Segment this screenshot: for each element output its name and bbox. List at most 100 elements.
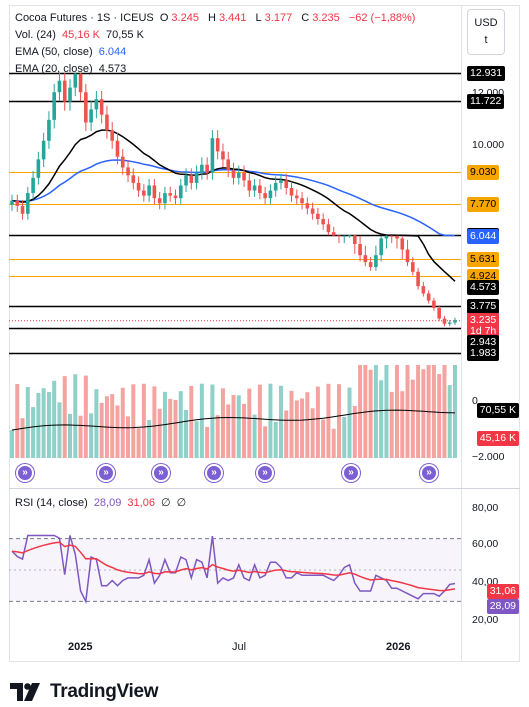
price-label: 11.722 xyxy=(467,94,505,109)
candle-body xyxy=(142,190,146,196)
ema20-value: 4.573 xyxy=(98,63,127,75)
volume-bar xyxy=(315,386,320,458)
rsi-na-2: ∅ xyxy=(176,497,187,509)
candle-body xyxy=(411,262,415,272)
candle-body xyxy=(10,200,14,205)
volume-bar xyxy=(410,379,415,458)
volume-bar xyxy=(131,384,136,458)
candle-body xyxy=(31,177,35,194)
candle-body xyxy=(200,164,204,173)
candle-body xyxy=(421,286,426,294)
volume-bar xyxy=(447,385,452,458)
volume-ma-label: 70,55 K xyxy=(476,403,519,418)
price-label: 5.631 xyxy=(467,252,500,267)
candle-body xyxy=(120,156,125,168)
candle-body xyxy=(194,172,199,183)
rsi-legend[interactable]: RSI (14, close) 28,09 31,06 ∅ ∅ xyxy=(15,496,189,509)
candle-body xyxy=(442,318,447,324)
price-label: 4.573 xyxy=(467,280,500,295)
volume-bar xyxy=(242,403,247,458)
volume-legend[interactable]: Vol. (24) 45,16 K 70,55 K xyxy=(15,29,147,41)
candle-body xyxy=(15,200,20,206)
candle-body xyxy=(168,193,173,196)
currency-selector[interactable]: USD t xyxy=(467,9,505,55)
volume-bar xyxy=(342,416,347,458)
candle-body xyxy=(26,193,30,214)
candle-body xyxy=(300,198,304,204)
volume-bar xyxy=(394,365,399,458)
volume-bar xyxy=(141,383,146,458)
ema50-legend[interactable]: EMA (50, close) 6.044 xyxy=(15,46,129,58)
candle-body xyxy=(363,255,368,263)
ohlc-c: C 3.235 xyxy=(301,12,340,24)
volume-bar xyxy=(10,430,14,458)
volume-bar xyxy=(294,400,299,458)
symbol-title[interactable]: Cocoa Futures · 1S · ICEUS xyxy=(15,12,154,24)
volume-bar xyxy=(126,416,131,458)
volume-bar xyxy=(247,388,252,458)
volume-bar xyxy=(352,406,357,458)
volume-bar xyxy=(194,421,199,458)
volume-bar xyxy=(257,384,262,458)
volume-bar xyxy=(120,387,125,458)
candle-body xyxy=(368,262,373,267)
candle-body xyxy=(126,167,130,176)
event-marker-icon[interactable]: » xyxy=(420,464,438,482)
event-marker-icon[interactable]: » xyxy=(342,464,360,482)
volume-bar xyxy=(231,394,236,458)
rsi-axis-tick: 60,00 xyxy=(472,538,499,550)
candle-body xyxy=(337,235,341,237)
volume-bar xyxy=(252,414,257,458)
chart-frame xyxy=(9,5,520,662)
volume-bar xyxy=(321,419,326,458)
candle-body xyxy=(342,235,347,237)
candle-body xyxy=(157,198,162,204)
candle-body xyxy=(131,175,136,183)
candle-body xyxy=(189,175,194,183)
candle-body xyxy=(52,92,56,120)
time-axis-tick: 2026 xyxy=(386,641,411,653)
candle-body xyxy=(268,190,273,199)
event-marker-icon[interactable]: » xyxy=(97,464,115,482)
volume-bar xyxy=(300,398,305,458)
price-label: 1.983 xyxy=(467,346,500,361)
volume-bar xyxy=(347,387,352,458)
candle-body xyxy=(432,300,436,308)
event-marker-icon[interactable]: » xyxy=(256,464,274,482)
rsi-ma-label: 31,06 xyxy=(486,584,519,599)
volume-bar xyxy=(215,415,220,458)
ema20-legend[interactable]: EMA (20, close) 4.573 xyxy=(15,63,129,75)
candle-body xyxy=(210,138,215,173)
event-marker-icon[interactable]: » xyxy=(16,464,34,482)
volume-bar xyxy=(358,365,363,458)
candle-body xyxy=(437,307,441,319)
tradingview-logo[interactable]: TradingView xyxy=(10,679,159,705)
volume-axis-tick: 0 xyxy=(472,395,478,407)
volume-axis-tick: −2.000 xyxy=(472,451,505,463)
candle-body xyxy=(416,271,420,287)
pane-divider[interactable] xyxy=(9,488,520,489)
candle-body xyxy=(236,172,241,178)
candle-body xyxy=(384,235,389,239)
volume-bar xyxy=(136,428,141,458)
volume-bar xyxy=(220,388,225,458)
volume-bar xyxy=(89,413,94,458)
volume-bar xyxy=(178,391,183,458)
volume-bar xyxy=(147,420,152,458)
candle-body xyxy=(279,180,283,183)
candle-body xyxy=(289,188,294,196)
event-marker-icon[interactable]: » xyxy=(205,464,223,482)
volume-bar xyxy=(78,415,83,458)
price-change: −62 (−1,88%) xyxy=(348,12,416,24)
volume-bar xyxy=(278,385,283,458)
candle-body xyxy=(136,182,141,191)
candle-body xyxy=(379,238,383,256)
volume-bar xyxy=(73,374,78,458)
candle-body xyxy=(400,238,405,250)
volume-bar xyxy=(331,428,336,458)
volume-bar xyxy=(152,386,157,458)
volume-bar xyxy=(236,395,241,458)
volume-bar xyxy=(437,374,442,458)
event-marker-icon[interactable]: » xyxy=(152,464,170,482)
